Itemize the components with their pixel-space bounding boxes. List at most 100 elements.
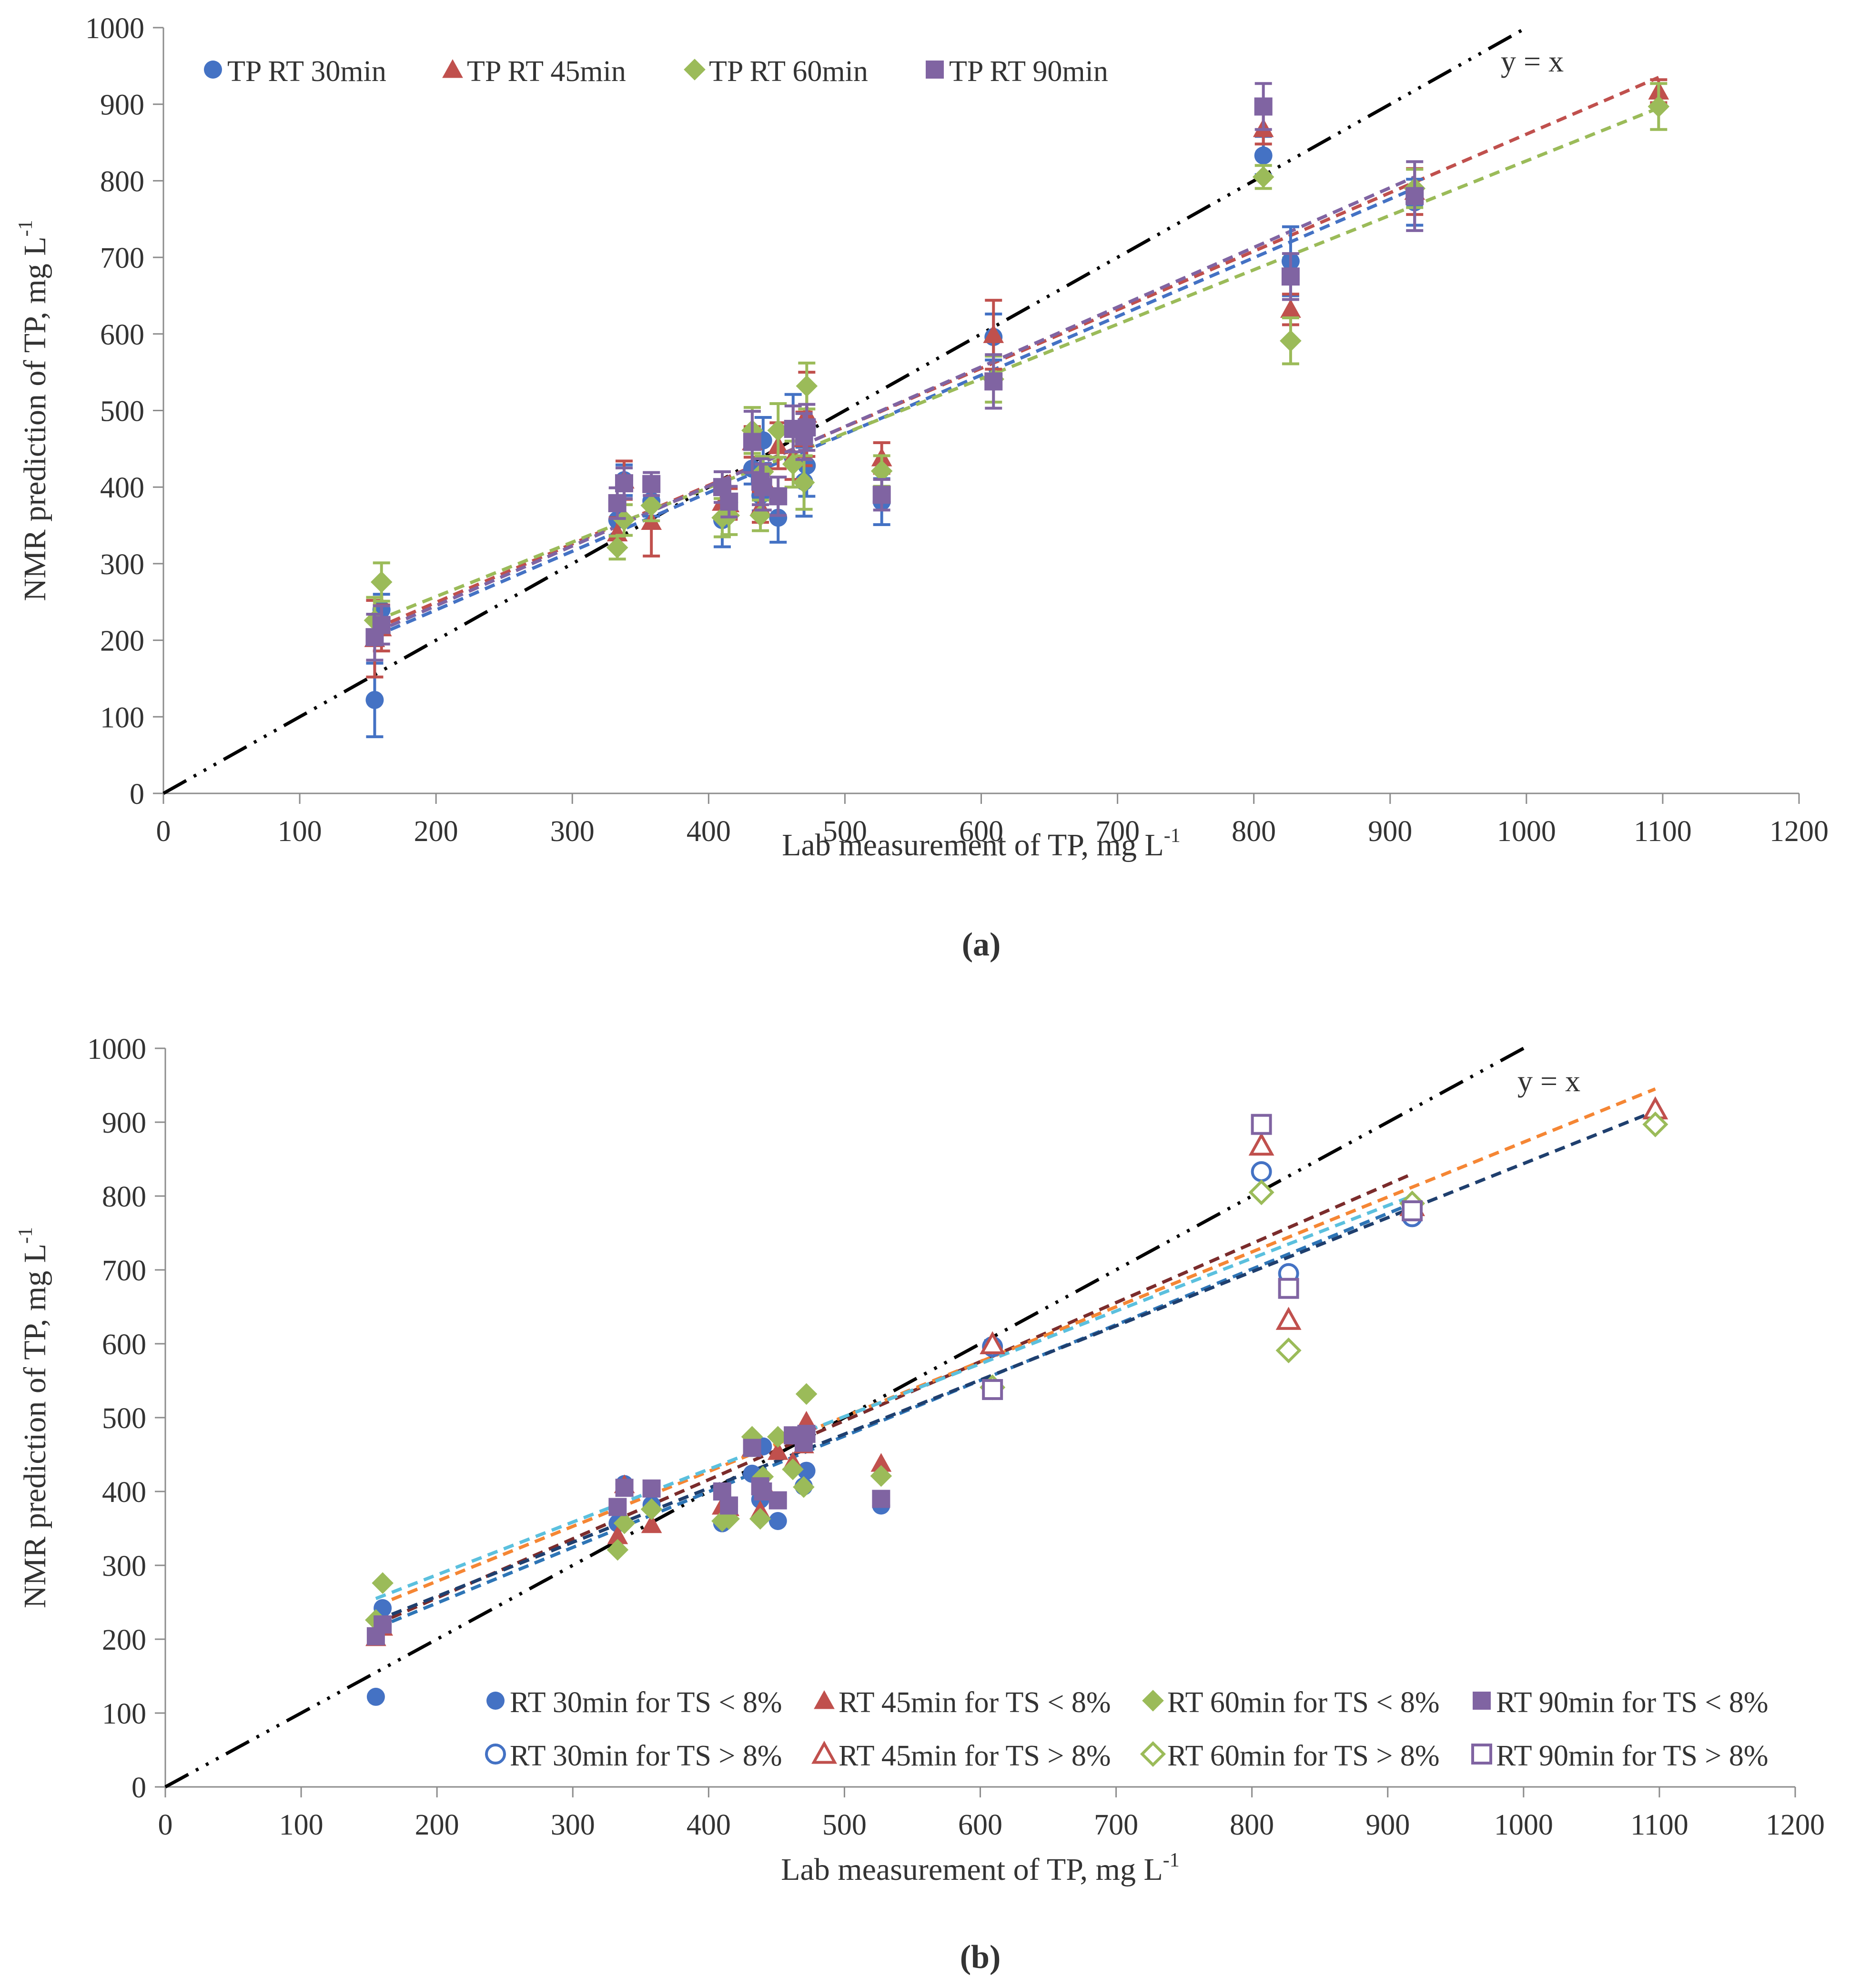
a-x-tick-label: 500 <box>823 815 867 848</box>
a-point-2 <box>640 494 662 517</box>
a-trendline-2 <box>374 106 1659 623</box>
b-point-5 <box>1248 1132 1274 1156</box>
a-x-tick-label: 100 <box>278 815 322 848</box>
a-legend-marker-0 <box>204 61 222 79</box>
b-x-tick-label: 200 <box>415 1809 459 1841</box>
b-point-2 <box>613 1512 636 1534</box>
b-legend: RT 30min for TS < 8% RT 45min for TS < 8%… <box>485 1686 1768 1772</box>
b-point-3 <box>797 1425 816 1443</box>
b-point-2 <box>741 1426 763 1448</box>
b-legend-label-4: RT 30min for TS > 8% <box>510 1740 782 1772</box>
b-point-1 <box>870 1453 892 1472</box>
b-legend-label-5: RT 45min for TS > 8% <box>839 1740 1111 1772</box>
b-point-2 <box>793 1476 815 1498</box>
a-y-tick-label: 400 <box>100 472 144 504</box>
a-legend-marker-2 <box>684 59 706 81</box>
b-legend-marker-1 <box>814 1690 835 1709</box>
a-y-tick-label: 300 <box>100 548 144 581</box>
b-trendline-2 <box>375 1087 1656 1608</box>
a-point-3 <box>872 486 891 504</box>
b-y-tick-label: 200 <box>102 1624 146 1656</box>
b-y-tick-label: 1000 <box>87 1033 146 1065</box>
b-y-axis-label-unit: -1 <box>15 1227 37 1244</box>
b-point-1 <box>607 1525 628 1544</box>
a-point-3 <box>1281 267 1300 286</box>
b-x-tick-label: 400 <box>687 1809 731 1841</box>
b-point-2 <box>640 1498 663 1520</box>
a-point-3 <box>769 487 788 506</box>
b-y-tick-label: 400 <box>102 1476 146 1509</box>
b-trendline-1 <box>375 1172 1413 1626</box>
b-trendline-3 <box>375 1194 1413 1601</box>
b-y-tick-label: 100 <box>102 1698 146 1730</box>
a-y-tick-label: 600 <box>100 319 144 351</box>
b-point-7 <box>982 1379 1003 1400</box>
b-point-3 <box>743 1439 761 1457</box>
a-x-tick-label: 900 <box>1368 815 1412 848</box>
b-point-6 <box>1642 1111 1668 1137</box>
b-x-tick-label: 800 <box>1230 1809 1274 1841</box>
b-point-3 <box>642 1479 661 1498</box>
b-x-tick-label: 1200 <box>1766 1809 1825 1841</box>
b-legend-label-6: RT 60min for TS > 8% <box>1167 1740 1439 1772</box>
b-y-tick-label: 500 <box>102 1402 146 1435</box>
a-point-3 <box>720 492 738 511</box>
b-point-0 <box>797 1461 816 1480</box>
b-x-tick-label: 100 <box>279 1809 323 1841</box>
a-y-tick-label: 0 <box>130 778 144 811</box>
b-x-tick-label: 1100 <box>1630 1809 1688 1841</box>
b-point-7 <box>1278 1278 1299 1299</box>
b-point-2 <box>372 1572 394 1594</box>
a-identity-line <box>162 26 1527 795</box>
a-y-tick-label: 100 <box>100 701 144 734</box>
b-point-2 <box>767 1426 789 1448</box>
b-point-7 <box>1251 1114 1272 1135</box>
a-trendline-3 <box>374 175 1415 634</box>
a-y-tick-label: 900 <box>100 89 144 122</box>
b-x-tick-label: 900 <box>1365 1809 1410 1841</box>
b-point-7 <box>1402 1200 1423 1221</box>
b-point-2 <box>607 1539 629 1561</box>
a-point-0 <box>1254 146 1273 165</box>
b-legend-label-2: RT 60min for TS < 8% <box>1167 1686 1439 1719</box>
a-legend-label-0: TP RT 30min <box>227 55 386 88</box>
a-x-tick-label: 800 <box>1232 815 1276 848</box>
b-x-tick-label: 500 <box>822 1809 867 1841</box>
a-y-tick-label: 1000 <box>85 12 144 45</box>
b-point-5 <box>980 1331 1006 1355</box>
a-x-tick-label: 1100 <box>1634 815 1692 848</box>
a-point-3 <box>372 616 391 634</box>
b-legend-label-1: RT 45min for TS < 8% <box>839 1686 1111 1719</box>
b-y-axis-label: NMR prediction of TP, mg L-1 <box>15 1227 52 1608</box>
a-x-axis-label: Lab measurement of TP, mg L-1 <box>782 825 1181 862</box>
a-y-axis-label: NMR prediction of TP, mg L-1 <box>15 220 52 601</box>
b-y-tick-label: 600 <box>102 1329 146 1361</box>
b-point-0 <box>768 1512 787 1530</box>
a-point-3 <box>743 433 761 451</box>
b-point-1 <box>767 1441 789 1460</box>
b-legend-marker-3 <box>1473 1692 1491 1710</box>
a-point-2 <box>1648 95 1670 118</box>
a-point-1 <box>983 324 1004 343</box>
a-legend-marker-1 <box>442 59 463 78</box>
a-y-tick-label: 800 <box>100 165 144 198</box>
b-x-tick-label: 0 <box>158 1809 173 1841</box>
a-point-2 <box>1252 166 1274 188</box>
a-x-tick-label: 200 <box>414 815 458 848</box>
b-legend-marker-2 <box>1142 1690 1164 1712</box>
b-legend-label-0: RT 30min for TS < 8% <box>510 1686 782 1719</box>
a-x-tick-label: 400 <box>687 815 731 848</box>
a-trendline-0 <box>374 187 1415 638</box>
a-legend-label-3: TP RT 90min <box>949 55 1108 88</box>
b-point-6 <box>1248 1179 1274 1206</box>
a-point-0 <box>365 690 384 709</box>
a-legend-label-2: TP RT 60min <box>709 55 868 88</box>
b-legend-marker-5 <box>811 1740 837 1764</box>
b-point-3 <box>720 1496 738 1515</box>
a-point-2 <box>606 537 628 558</box>
b-point-2 <box>795 1383 818 1405</box>
a-y-tick-label: 700 <box>100 242 144 274</box>
a-point-3 <box>1405 187 1424 205</box>
a-point-3 <box>642 475 661 493</box>
a-y-axis-label-unit: -1 <box>15 220 37 236</box>
